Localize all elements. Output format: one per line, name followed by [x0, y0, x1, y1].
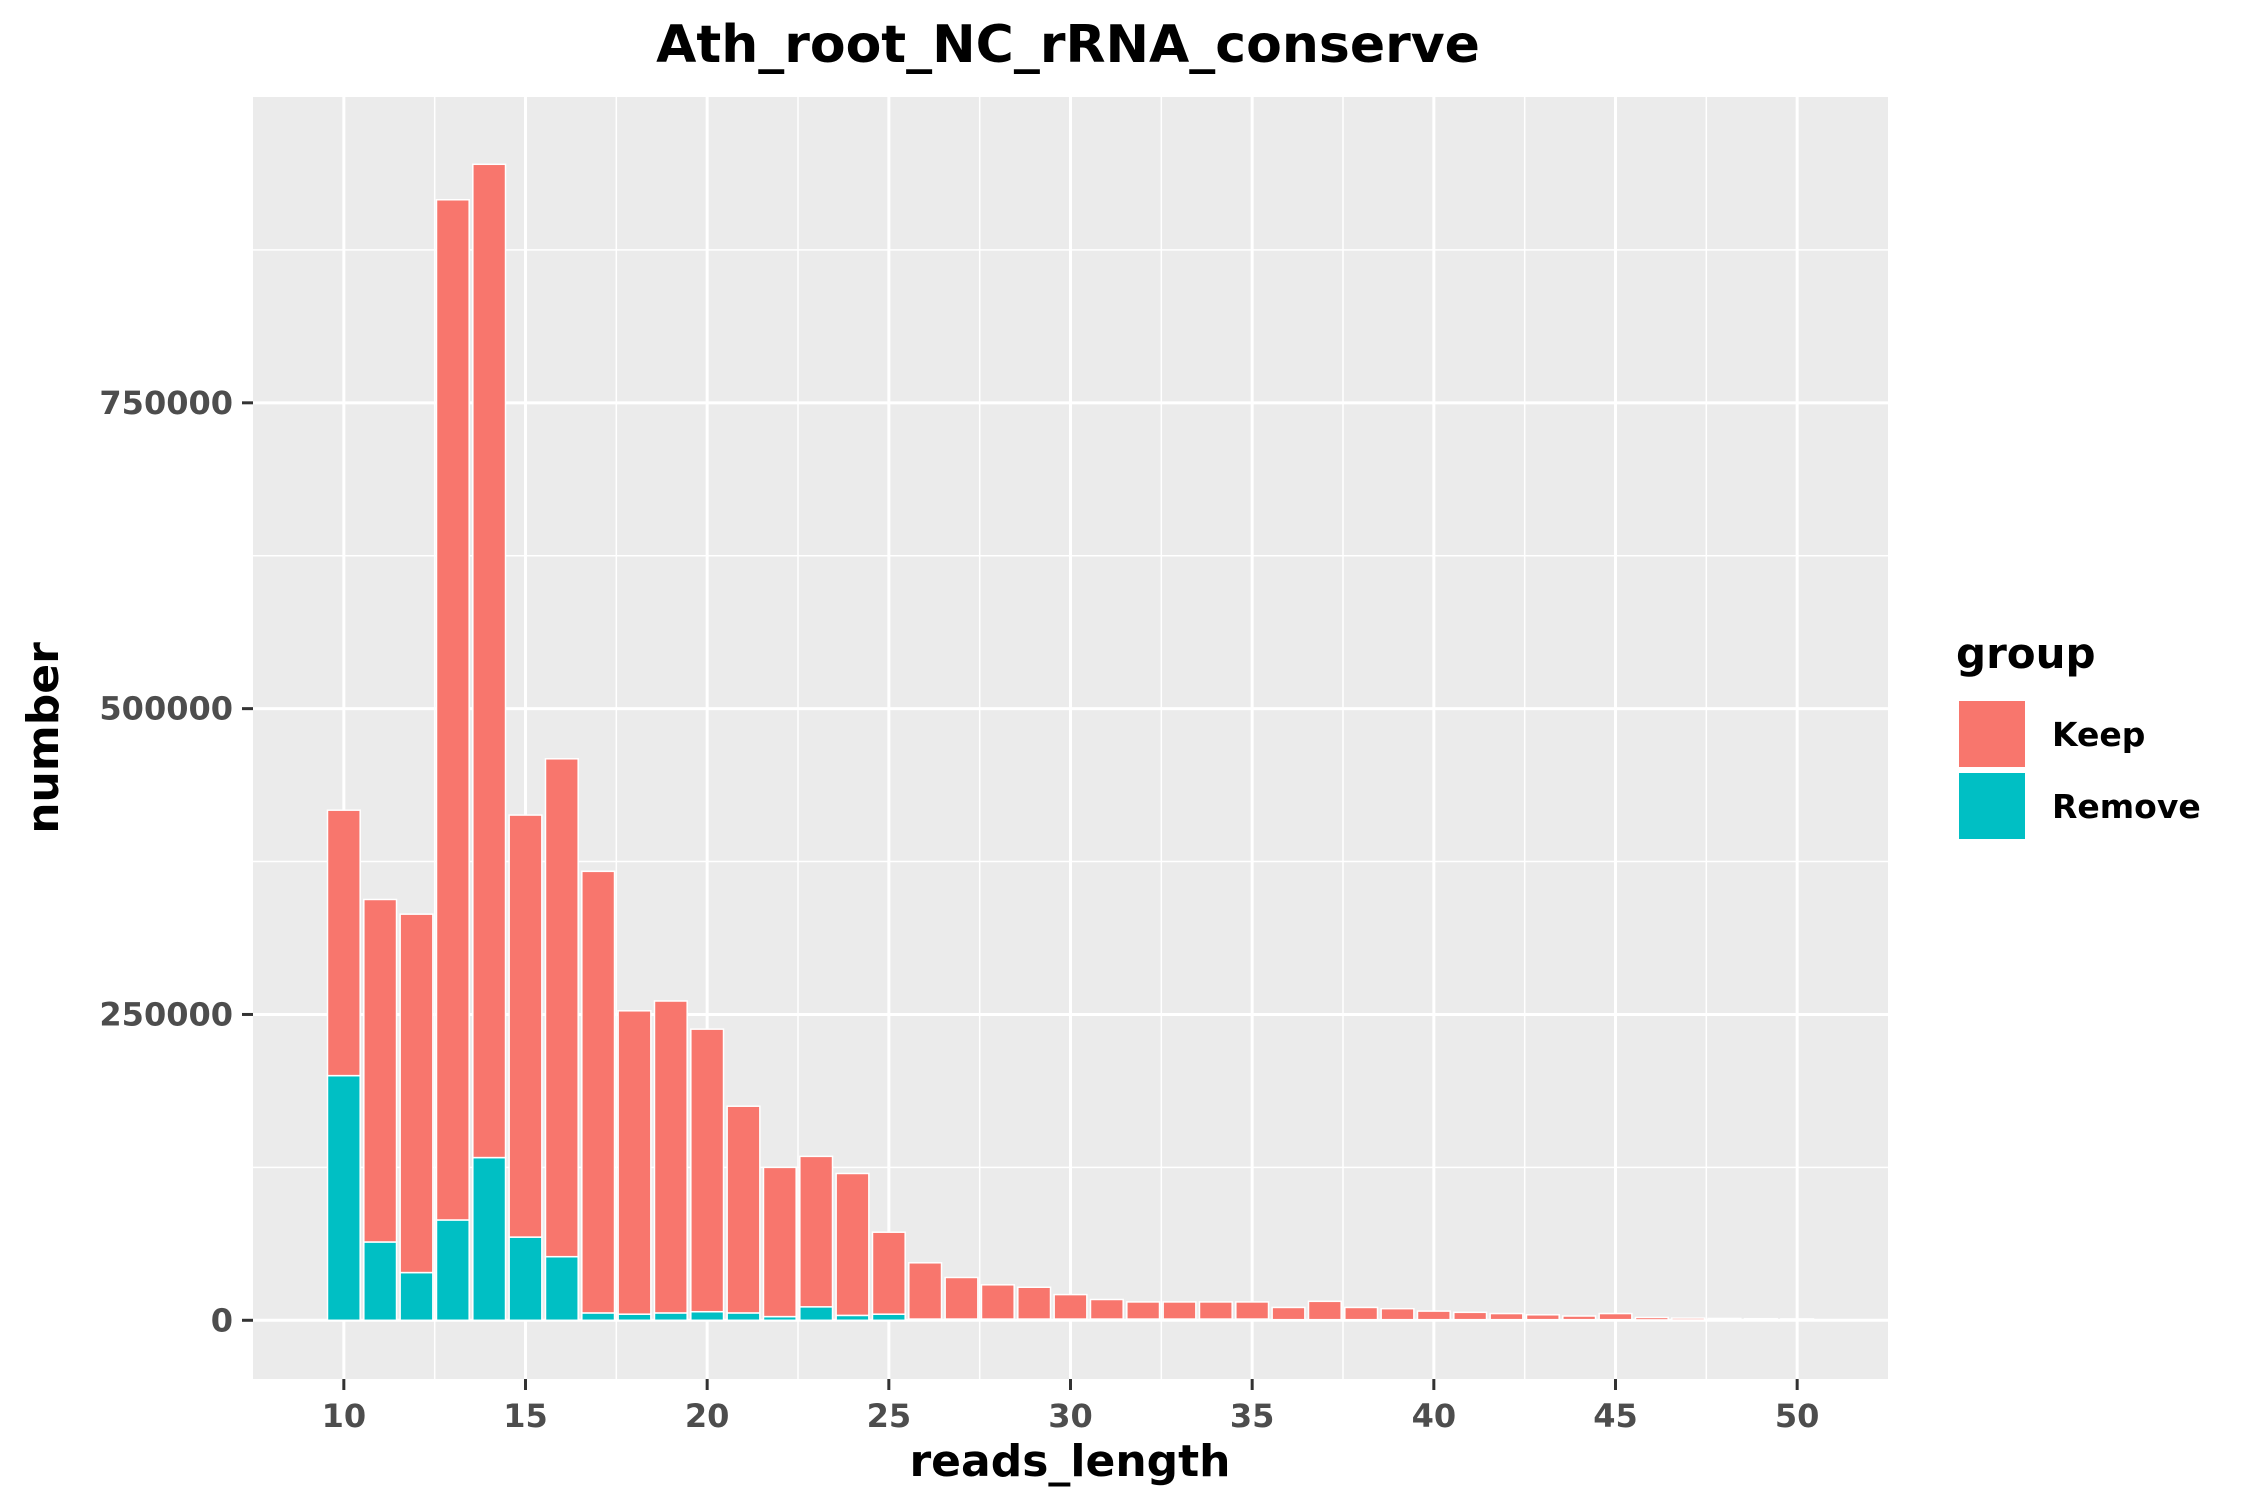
x-tick-label: 10 [322, 1397, 367, 1435]
bar-keep [1380, 1307, 1415, 1321]
bar-remove [544, 1255, 579, 1322]
y-axis-title: number [18, 642, 69, 834]
y-tick-label: 0 [211, 1301, 233, 1339]
bar-keep [1598, 1312, 1633, 1321]
x-tick-label: 40 [1412, 1397, 1457, 1435]
bar-keep [980, 1284, 1015, 1320]
bar-keep [617, 1010, 652, 1315]
bar-keep [1743, 1317, 1778, 1321]
x-tick-label: 30 [1048, 1397, 1093, 1435]
bar-remove [617, 1313, 652, 1322]
axis-ticks [242, 401, 1799, 1390]
bar-keep [726, 1105, 761, 1314]
y-tick-label: 750000 [99, 384, 233, 422]
x-tick-label: 35 [1230, 1397, 1275, 1435]
x-tick-label: 15 [503, 1397, 548, 1435]
bar-keep [1017, 1286, 1052, 1320]
bar-keep [1634, 1316, 1669, 1321]
x-axis-tick-labels: 10 15 20 25 30 35 40 45 50 [322, 1397, 1820, 1435]
bar-keep [1307, 1300, 1342, 1321]
bar-keep [544, 758, 579, 1258]
bar-keep [1198, 1301, 1233, 1320]
bar-remove [726, 1312, 761, 1322]
bar-remove [363, 1241, 398, 1322]
bar-keep [835, 1172, 870, 1317]
bar-keep [871, 1231, 906, 1315]
bar-keep [1562, 1315, 1597, 1321]
legend-key-keep [1957, 699, 2027, 769]
bar-keep [908, 1262, 943, 1320]
bar-remove [871, 1313, 906, 1322]
bar-keep [653, 1000, 688, 1314]
bar-keep [1126, 1301, 1161, 1320]
bar-keep [399, 913, 434, 1274]
bar-keep [1489, 1312, 1524, 1321]
bar-keep [1271, 1306, 1306, 1321]
chart-title: Ath_root_NC_rRNA_conserve [656, 15, 1480, 75]
x-tick-label: 20 [685, 1397, 730, 1435]
bar-remove [472, 1156, 507, 1322]
y-tick-label: 250000 [99, 995, 233, 1033]
y-axis-tick-labels: 0 250000 500000 750000 [99, 384, 233, 1339]
bar-remove [653, 1312, 688, 1322]
bar-keep [1416, 1310, 1451, 1321]
bar-keep [762, 1166, 797, 1318]
x-tick-label: 50 [1775, 1397, 1820, 1435]
x-axis-title: reads_length [909, 1436, 1230, 1487]
legend-label-keep: Keep [2052, 715, 2145, 754]
bar-keep [1780, 1318, 1815, 1321]
bar-keep [1671, 1317, 1706, 1321]
legend-label-remove: Remove [2052, 787, 2201, 826]
y-tick-label: 500000 [99, 690, 233, 728]
legend-key-remove [1957, 771, 2027, 841]
bar-keep [472, 163, 507, 1159]
bar-keep [435, 199, 470, 1221]
bar-keep [1707, 1317, 1742, 1321]
bar-keep [1235, 1301, 1270, 1320]
bar-remove [435, 1219, 470, 1322]
bar-keep [1344, 1306, 1379, 1321]
legend-title: group [1956, 629, 2096, 678]
bar-keep [581, 870, 616, 1314]
bar-remove [399, 1271, 434, 1322]
bar-keep [799, 1155, 834, 1308]
bar-keep [1162, 1301, 1197, 1320]
bar-keep [1089, 1298, 1124, 1320]
bar-remove [581, 1312, 616, 1322]
x-tick-label: 25 [867, 1397, 912, 1435]
bars [326, 163, 1815, 1322]
bar-keep [1525, 1314, 1560, 1321]
x-tick-label: 45 [1593, 1397, 1638, 1435]
legend: group Keep Remove [1956, 629, 2201, 841]
bar-remove [508, 1236, 543, 1322]
bar-remove [326, 1074, 361, 1322]
bar-remove [799, 1306, 834, 1322]
bar-keep [690, 1028, 725, 1313]
bar-keep [1453, 1311, 1488, 1321]
bar-keep [508, 814, 543, 1238]
bar-keep [1053, 1293, 1088, 1320]
bar-keep [944, 1276, 979, 1320]
bar-keep [363, 898, 398, 1243]
bar-keep [326, 809, 361, 1077]
bar-remove [690, 1310, 725, 1322]
